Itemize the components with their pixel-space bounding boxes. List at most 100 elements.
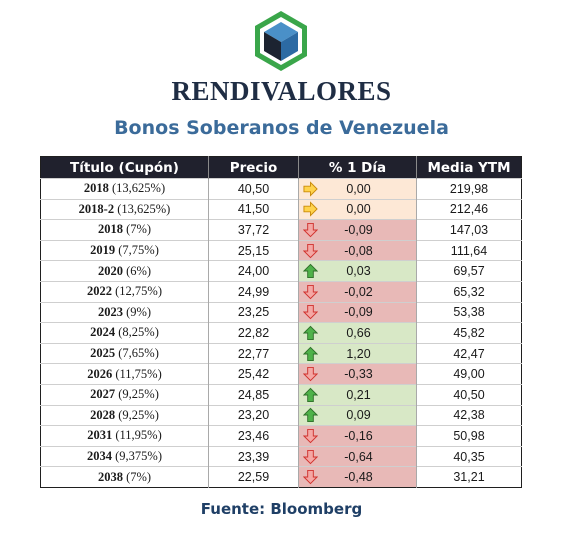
price-cell: 40,50 [208, 178, 299, 200]
ytm-cell: 65,32 [416, 280, 522, 303]
bonds-table: Título (Cupón) Precio % 1 Día Media YTM … [40, 156, 522, 488]
change-cell: -0,33 [298, 363, 417, 385]
bond-title-cell: 2018 (7%) [40, 219, 209, 241]
table-row: 2018 (7%) 37,72 -0,09 147,03 [40, 219, 522, 241]
bond-title-cell: 2025 (7,65%) [40, 342, 209, 364]
change-cell: -0,08 [298, 239, 417, 261]
header-title: Título (Cupón) [40, 156, 209, 179]
bond-title-cell: 2038 (7%) [40, 466, 209, 488]
table-row: 2024 (8,25%) 22,82 0,66 45,82 [40, 322, 522, 344]
bond-title-cell: 2020 (6%) [40, 260, 209, 282]
bond-coupon: (7,65%) [115, 346, 159, 361]
arrow-down-icon [303, 470, 318, 485]
source-note: Fuente: Bloomberg [200, 500, 363, 518]
change-value: 0,00 [346, 202, 371, 217]
arrow-right-icon [303, 181, 318, 197]
ytm-cell: 69,57 [416, 260, 522, 282]
change-value: 0,21 [346, 387, 371, 402]
header-ytm: Media YTM [416, 156, 522, 179]
bond-title-cell: 2018 (13,625%) [40, 178, 209, 200]
page-title: Bonos Soberanos de Venezuela [114, 117, 449, 139]
bond-title-cell: 2028 (9,25%) [40, 404, 209, 426]
table-row: 2034 (9,375%) 23,39 -0,64 40,35 [40, 445, 522, 467]
arrow-up-icon [303, 408, 318, 423]
change-value: 0,66 [346, 325, 371, 340]
bond-coupon: (13,625%) [108, 181, 166, 196]
bond-title-cell: 2026 (11,75%) [40, 363, 209, 385]
bond-year: 2018-2 [78, 201, 115, 216]
bond-year: 2024 [90, 325, 116, 340]
ytm-cell: 45,82 [416, 322, 522, 344]
arrow-up-icon [303, 387, 318, 402]
price-cell: 37,72 [208, 219, 299, 241]
bond-title-cell: 2018-2 (13,625%) [40, 198, 209, 220]
table-row: 2038 (7%) 22,59 -0,48 31,21 [40, 466, 522, 488]
change-cell: 0,00 [298, 178, 417, 200]
bond-title-cell: 2019 (7,75%) [40, 239, 209, 261]
table-header-row: Título (Cupón) Precio % 1 Día Media YTM [40, 156, 522, 179]
change-cell: 0,09 [298, 404, 417, 426]
header-price: Precio [208, 156, 299, 179]
change-value: -0,16 [344, 428, 373, 443]
bond-coupon: (13,625%) [114, 201, 171, 216]
change-value: -0,08 [344, 243, 373, 258]
change-cell: -0,64 [298, 445, 417, 467]
arrow-up-icon [303, 325, 318, 340]
bond-coupon: (8,25%) [115, 325, 159, 340]
change-cell: 0,03 [298, 260, 417, 282]
change-cell: -0,02 [298, 280, 417, 303]
change-cell: -0,09 [298, 219, 417, 241]
bond-coupon: (9,25%) [115, 387, 159, 402]
price-cell: 25,15 [208, 239, 299, 261]
table-row: 2019 (7,75%) 25,15 -0,08 111,64 [40, 239, 522, 261]
bond-year: 2018 [97, 222, 123, 237]
bond-year: 2022 [87, 284, 112, 299]
change-value: -0,64 [344, 449, 373, 464]
bond-year: 2031 [87, 428, 113, 443]
bond-title-cell: 2034 (9,375%) [40, 445, 209, 467]
bond-coupon: (7,75%) [115, 243, 159, 258]
bond-coupon: (11,75%) [112, 366, 162, 381]
table-row: 2018 (13,625%) 40,50 0,00 219,98 [40, 178, 522, 200]
change-cell: -0,16 [298, 425, 417, 447]
price-cell: 25,42 [208, 363, 299, 385]
ytm-cell: 219,98 [416, 178, 522, 200]
table-row: 2031 (11,95%) 23,46 -0,16 50,98 [40, 425, 522, 447]
price-cell: 24,00 [208, 260, 299, 282]
bond-year: 2028 [90, 407, 116, 422]
bond-year: 2023 [97, 304, 123, 319]
bond-year: 2038 [97, 469, 123, 484]
price-cell: 22,77 [208, 342, 299, 364]
ytm-cell: 53,38 [416, 301, 522, 323]
price-cell: 23,25 [208, 301, 299, 323]
price-cell: 22,59 [208, 466, 299, 488]
bond-coupon: (9%) [122, 304, 152, 319]
price-cell: 24,99 [208, 280, 299, 303]
arrow-up-icon [303, 263, 318, 279]
ytm-cell: 31,21 [416, 466, 522, 488]
ytm-cell: 42,38 [416, 404, 522, 426]
ytm-cell: 147,03 [416, 219, 522, 241]
price-cell: 23,20 [208, 404, 299, 426]
change-cell: 0,00 [298, 198, 417, 220]
table-row: 2025 (7,65%) 22,77 1,20 42,47 [40, 342, 522, 364]
arrow-down-icon [303, 367, 318, 382]
change-value: -0,02 [344, 284, 373, 299]
change-value: 0,09 [346, 408, 371, 423]
change-value: -0,09 [344, 305, 373, 320]
table-row: 2020 (6%) 24,00 0,03 69,57 [40, 260, 522, 282]
change-cell: 0,66 [298, 322, 417, 344]
table-row: 2022 (12,75%) 24,99 -0,02 65,32 [40, 280, 522, 303]
bond-year: 2034 [87, 449, 112, 464]
change-value: -0,48 [344, 470, 373, 485]
ytm-cell: 111,64 [416, 239, 522, 261]
change-cell: 1,20 [298, 342, 417, 364]
ytm-cell: 49,00 [416, 363, 522, 385]
table-row: 2028 (9,25%) 23,20 0,09 42,38 [40, 404, 522, 426]
bond-year: 2020 [97, 263, 123, 278]
table-row: 2018-2 (13,625%) 41,50 0,00 212,46 [40, 198, 522, 220]
bond-coupon: (6%) [122, 263, 152, 278]
bond-title-cell: 2024 (8,25%) [40, 322, 209, 344]
table-row: 2026 (11,75%) 25,42 -0,33 49,00 [40, 363, 522, 385]
bond-year: 2025 [90, 346, 116, 361]
